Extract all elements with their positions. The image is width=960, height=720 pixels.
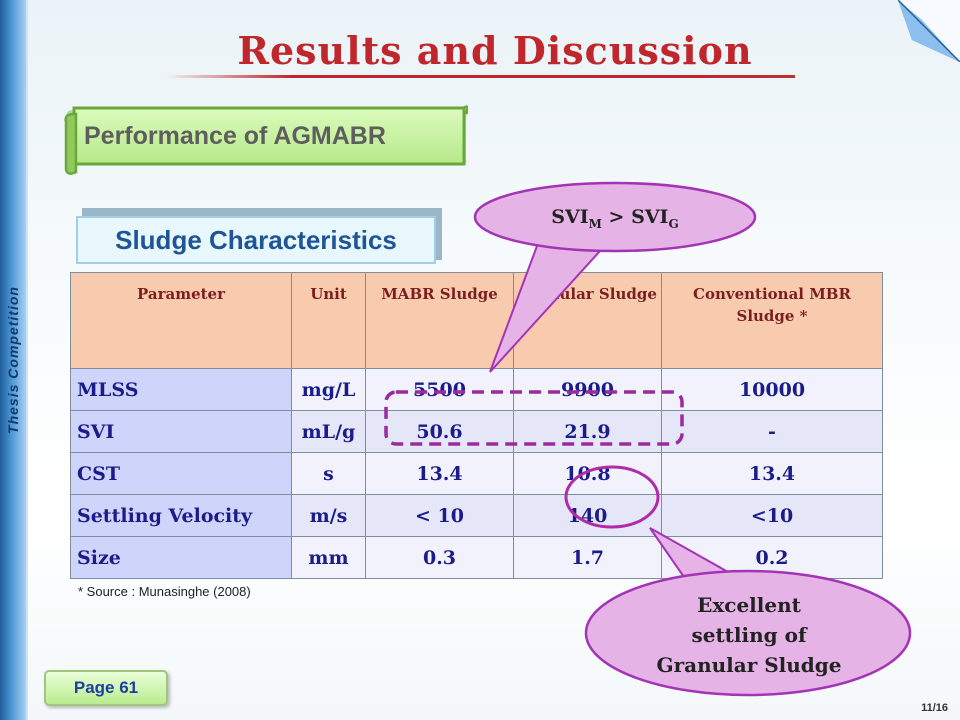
value-cell: 5500 [365, 368, 514, 411]
value-cell: 13.4 [661, 452, 883, 495]
svi-label: SVI [631, 206, 669, 228]
table-row: CST s 13.4 10.8 13.4 [70, 452, 883, 495]
unit-cell: mm [291, 536, 366, 579]
param-cell: CST [70, 452, 292, 495]
side-label: Thesis Competition [5, 286, 21, 434]
banner-title: Performance of AGMABR [84, 122, 386, 150]
table-row: Size mm 0.3 1.7 0.2 [70, 536, 883, 579]
section-subheading: Sludge Characteristics [76, 216, 436, 264]
callout-line: Excellent [697, 593, 801, 617]
svi-label: SVI [551, 206, 589, 228]
callout-top-text: SVIM > SVIG [482, 206, 748, 231]
param-cell: SVI [70, 410, 292, 453]
header-cell: Granular Sludge [513, 272, 662, 369]
unit-cell: m/s [291, 494, 366, 537]
unit-cell: mL/g [291, 410, 366, 453]
side-band-edge [26, 0, 28, 720]
table-header-row: Parameter Unit MABR Sludge Granular Slud… [70, 272, 883, 369]
header-cell: MABR Sludge [365, 272, 514, 369]
comparison-operator: > [601, 206, 632, 228]
title-underline [165, 75, 795, 78]
page-title: Results and Discussion [237, 28, 753, 73]
param-cell: MLSS [70, 368, 292, 411]
param-cell: Settling Velocity [70, 494, 292, 537]
value-cell: 10000 [661, 368, 883, 411]
value-cell: 140 [513, 494, 662, 537]
unit-cell: mg/L [291, 368, 366, 411]
value-cell: 10.8 [513, 452, 662, 495]
subscript-g: G [668, 216, 679, 231]
slide-number: 11/16 [921, 702, 948, 714]
subscript-m: M [588, 216, 602, 231]
sludge-table: Parameter Unit MABR Sludge Granular Slud… [70, 272, 883, 579]
value-cell: - [661, 410, 883, 453]
value-cell: <10 [661, 494, 883, 537]
unit-cell: s [291, 452, 366, 495]
param-cell: Size [70, 536, 292, 579]
value-cell: < 10 [365, 494, 514, 537]
value-cell: 1.7 [513, 536, 662, 579]
side-band [0, 0, 26, 720]
value-cell: 21.9 [513, 410, 662, 453]
value-cell: 50.6 [365, 410, 514, 453]
value-cell: 9900 [513, 368, 662, 411]
page-button[interactable]: Page 61 [44, 670, 168, 706]
page-curl-icon [898, 0, 960, 62]
table-row: Settling Velocity m/s < 10 140 <10 [70, 494, 883, 537]
callout-line: settling of [691, 623, 807, 647]
value-cell: 13.4 [365, 452, 514, 495]
callout-line: Granular Sludge [656, 653, 842, 677]
value-cell: 0.3 [365, 536, 514, 579]
callout-bottom-text: Excellent settling of Granular Sludge [620, 590, 878, 680]
header-cell: Parameter [70, 272, 292, 369]
source-note: * Source : Munasinghe (2008) [78, 584, 251, 599]
header-cell: Conventional MBR Sludge * [661, 272, 883, 369]
table-row: MLSS mg/L 5500 9900 10000 [70, 368, 883, 411]
header-cell: Unit [291, 272, 366, 369]
table-row: SVI mL/g 50.6 21.9 - [70, 410, 883, 453]
value-cell: 0.2 [661, 536, 883, 579]
scroll-banner [64, 105, 468, 175]
